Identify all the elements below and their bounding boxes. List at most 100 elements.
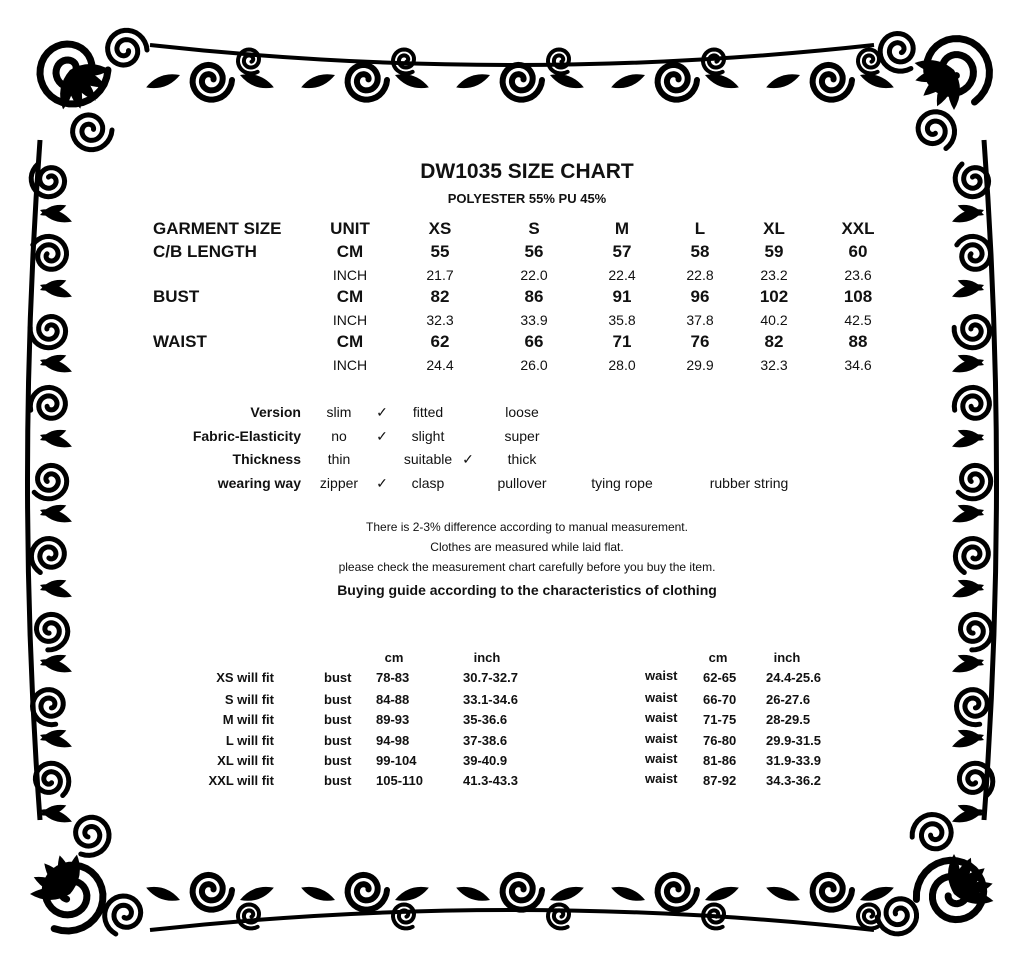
waist-cm: 71-75 (703, 712, 737, 727)
waist-cm: 66-70 (703, 692, 737, 707)
scroll-ornament (545, 47, 572, 76)
vine-ornament (149, 43, 875, 67)
leaf-ornament (957, 804, 984, 816)
cell-value: 86 (524, 287, 544, 306)
note: please check the measurement chart caref… (338, 560, 716, 574)
bust-inch: 35-36.6 (463, 712, 508, 727)
leaf-ornament (957, 279, 984, 291)
leaf-ornament (301, 74, 335, 89)
page-title: DW1035 SIZE CHART (420, 160, 634, 183)
scroll-ornament (956, 760, 996, 798)
scroll-ornament (344, 871, 390, 913)
scroll-ornament (545, 902, 572, 931)
fit-label: XXL will fit (208, 773, 275, 788)
cell-value: 59 (764, 242, 784, 261)
buying-guide-title: Buying guide according to the characteri… (337, 582, 717, 598)
guide-cm-header: cm (384, 650, 404, 665)
leaf-ornament (70, 70, 96, 101)
leaf-ornament (957, 429, 984, 441)
waist-label: waist (645, 731, 678, 746)
bust-inch: 39-40.9 (463, 753, 508, 768)
cell-value: 34.6 (844, 357, 872, 373)
scroll-ornament (957, 611, 995, 653)
scroll-ornament (105, 27, 150, 68)
leaf-ornament (957, 354, 984, 366)
leaf-ornament (395, 886, 429, 901)
cell-value: 35.8 (608, 312, 636, 328)
waist-inch: 31.9-33.9 (766, 753, 821, 768)
bust-cm: 89-93 (376, 712, 410, 727)
leaf-ornament (611, 74, 645, 89)
row-label: WAIST (153, 332, 207, 351)
fit-label: M will fit (222, 712, 274, 727)
leaf-ornament (957, 204, 984, 216)
vine-ornament (149, 908, 875, 932)
scroll-ornament (700, 47, 727, 76)
leaf-ornament (456, 886, 490, 901)
scroll-ornament (877, 30, 916, 74)
scroll-ornament (32, 760, 72, 798)
feature-option: rubber string (709, 475, 789, 491)
cell-value: 32.3 (426, 312, 454, 328)
leaf-ornament (611, 886, 645, 901)
leaf-ornament (860, 74, 894, 89)
scroll-ornament (809, 61, 855, 103)
scroll-ornament (189, 871, 235, 913)
header-size: XL (763, 219, 785, 238)
vine-ornament (25, 139, 43, 821)
leaf-ornament (550, 74, 584, 89)
leaf-ornament (146, 886, 180, 901)
header-size: S (528, 219, 540, 238)
leaf-ornament (240, 886, 274, 901)
feature-option: loose (505, 404, 539, 420)
scroll-ornament (654, 61, 700, 103)
cell-value: 82 (430, 287, 450, 306)
scroll-ornament (189, 61, 235, 103)
cell-value: 33.9 (520, 312, 548, 328)
check-icon: ✓ (462, 451, 474, 467)
header-size: XXL (841, 219, 875, 238)
fit-label: XL will fit (217, 753, 274, 768)
header-garment-size: GARMENT SIZE (153, 219, 282, 238)
row-unit: INCH (332, 312, 368, 328)
waist-cm: 76-80 (703, 733, 737, 748)
feature-option: clasp (411, 475, 445, 491)
bust-cm: 84-88 (376, 692, 410, 707)
waist-inch: 28-29.5 (766, 712, 811, 727)
leaf-ornament (766, 74, 800, 89)
waist-label: waist (645, 690, 678, 705)
scroll-ornament (809, 871, 855, 913)
check-icon: ✓ (376, 404, 388, 420)
scroll-ornament (499, 61, 545, 103)
leaf-ornament (923, 70, 954, 96)
scroll-ornament (874, 896, 919, 937)
leaf-ornament (953, 857, 972, 894)
leaf-ornament (33, 876, 70, 895)
cell-value: 60 (848, 242, 868, 261)
leaf-ornament (705, 886, 739, 901)
cell-value: 23.6 (844, 267, 872, 283)
cell-value: 71 (612, 332, 632, 351)
feature-label: Version (250, 404, 301, 420)
leaf-ornament (954, 891, 994, 904)
leaf-ornament (40, 654, 67, 666)
feature-option: thick (507, 451, 537, 467)
leaf-ornament (860, 886, 894, 901)
leaf-ornament (40, 804, 67, 816)
scroll-ornament (855, 902, 882, 931)
cell-value: 55 (430, 242, 450, 261)
leaf-ornament (70, 69, 107, 88)
leaf-ornament (44, 863, 70, 894)
leaf-ornament (301, 886, 335, 901)
cell-value: 40.2 (760, 312, 788, 328)
fit-label: XS will fit (216, 670, 274, 685)
waist-cm: 62-65 (703, 670, 737, 685)
scroll-ornament (390, 902, 417, 931)
leaf-ornament (146, 74, 180, 89)
bust-label: bust (324, 753, 352, 768)
check-icon: ✓ (376, 428, 388, 444)
header-size: XS (428, 219, 452, 238)
feature-option: super (504, 428, 540, 444)
